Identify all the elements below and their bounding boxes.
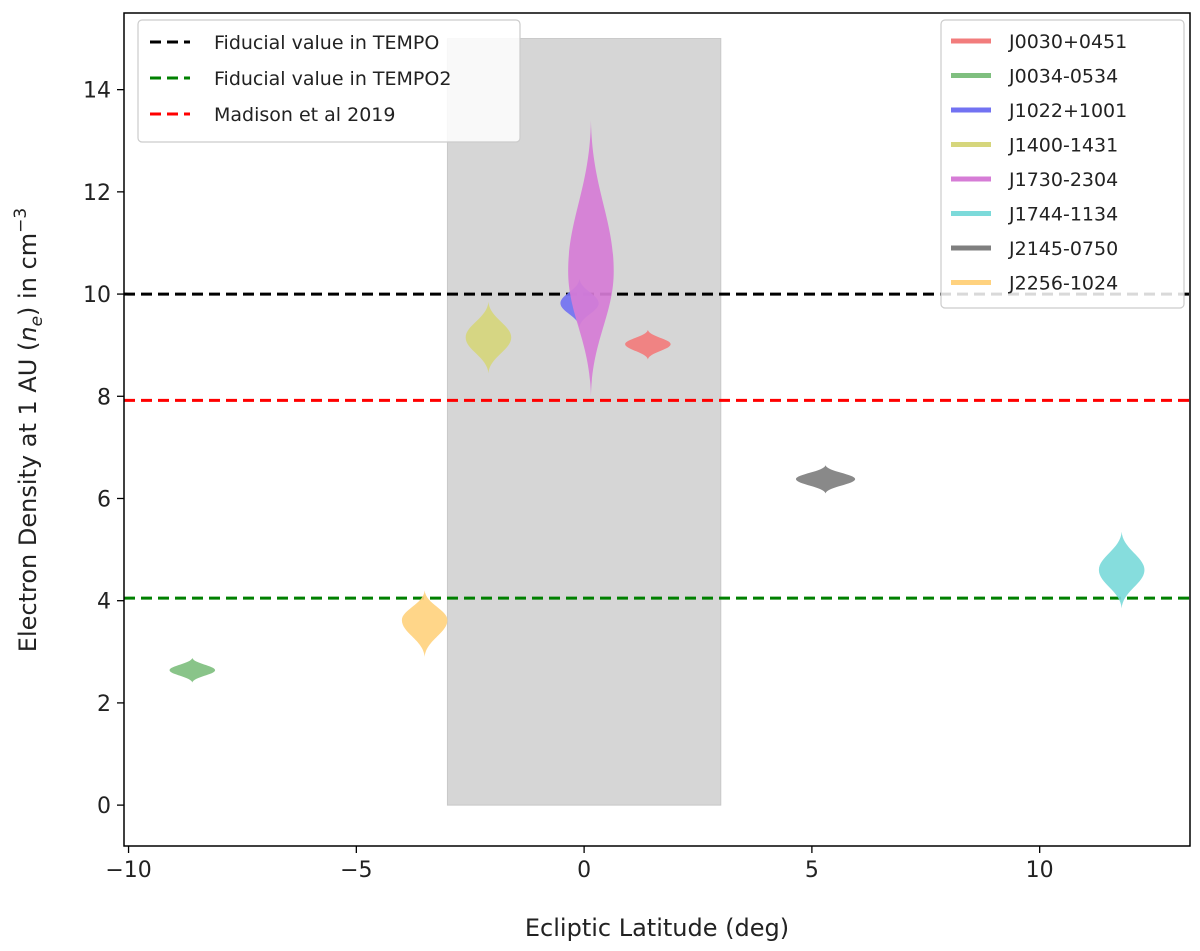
y-tick-label: 12 [83,181,111,206]
legend-label-J2145-0750: J2145-0750 [1008,238,1118,260]
y-axis-label-symbol: n [14,326,42,341]
legend-right-box [940,19,1185,309]
violin-J2256-1024 [401,590,448,657]
legend-label-J1400-1431: J1400-1431 [1008,135,1118,157]
y-axis-label-superscript: −3 [11,208,31,233]
y-tick-label: 10 [83,283,111,308]
plot-frame [123,12,1191,847]
legend-reference-lines: Fiducial value in TEMPO Fiducial value in… [137,19,521,143]
y-axis-label-tail: ) in cm [14,233,42,316]
x-tick-label: 0 [577,858,591,883]
violin-J2145-0750 [795,465,856,494]
legend-label-reference-0: Fiducial value in TEMPO [214,32,439,54]
y-tick-label: 4 [97,590,111,615]
y-axis-label-main: Electron Density at 1 AU ( [14,342,42,653]
legend-label-reference-1: Fiducial value in TEMPO2 [214,68,451,90]
legend-label-J0030+0451: J0030+0451 [1008,31,1127,53]
legend-label-J1730-2304: J1730-2304 [1008,169,1118,191]
legend-label-J1744-1134: J1744-1134 [1008,204,1118,226]
violin-J1400-1431 [465,301,512,374]
legend-label-J0034-0534: J0034-0534 [1008,66,1118,88]
violin-J1744-1134 [1098,531,1145,609]
violin-J0030+0451 [625,329,671,360]
legend-label-reference-2: Madison et al 2019 [214,104,395,126]
violin-J1730-2304 [568,120,614,397]
y-axis-label: Electron Density at 1 AU (ne) in cm−3 [11,208,47,652]
x-tick-label: −5 [340,858,372,883]
y-axis-label-subscript: e [27,316,47,326]
legend-label-J2256-1024: J2256-1024 [1008,273,1118,295]
x-tick-label: 5 [805,858,819,883]
violin-J0034-0534 [169,657,216,683]
legend-pulsars: J0030+0451 J0034-0534 J1022+1001 J1400-1431… [940,19,1185,309]
y-tick-label: 2 [97,692,111,717]
y-tick-label: 8 [97,385,111,410]
x-axis-label: Ecliptic Latitude (deg) [525,914,789,942]
legend-label-J1022+1001: J1022+1001 [1008,100,1127,122]
y-tick-label: 0 [97,794,111,819]
y-tick-label: 6 [97,487,111,512]
x-tick-label: 10 [1026,858,1054,883]
shaded-region [446,38,722,806]
legend-left-box [137,19,521,143]
x-tick-label: −10 [105,858,151,883]
y-tick-label: 14 [83,79,111,104]
